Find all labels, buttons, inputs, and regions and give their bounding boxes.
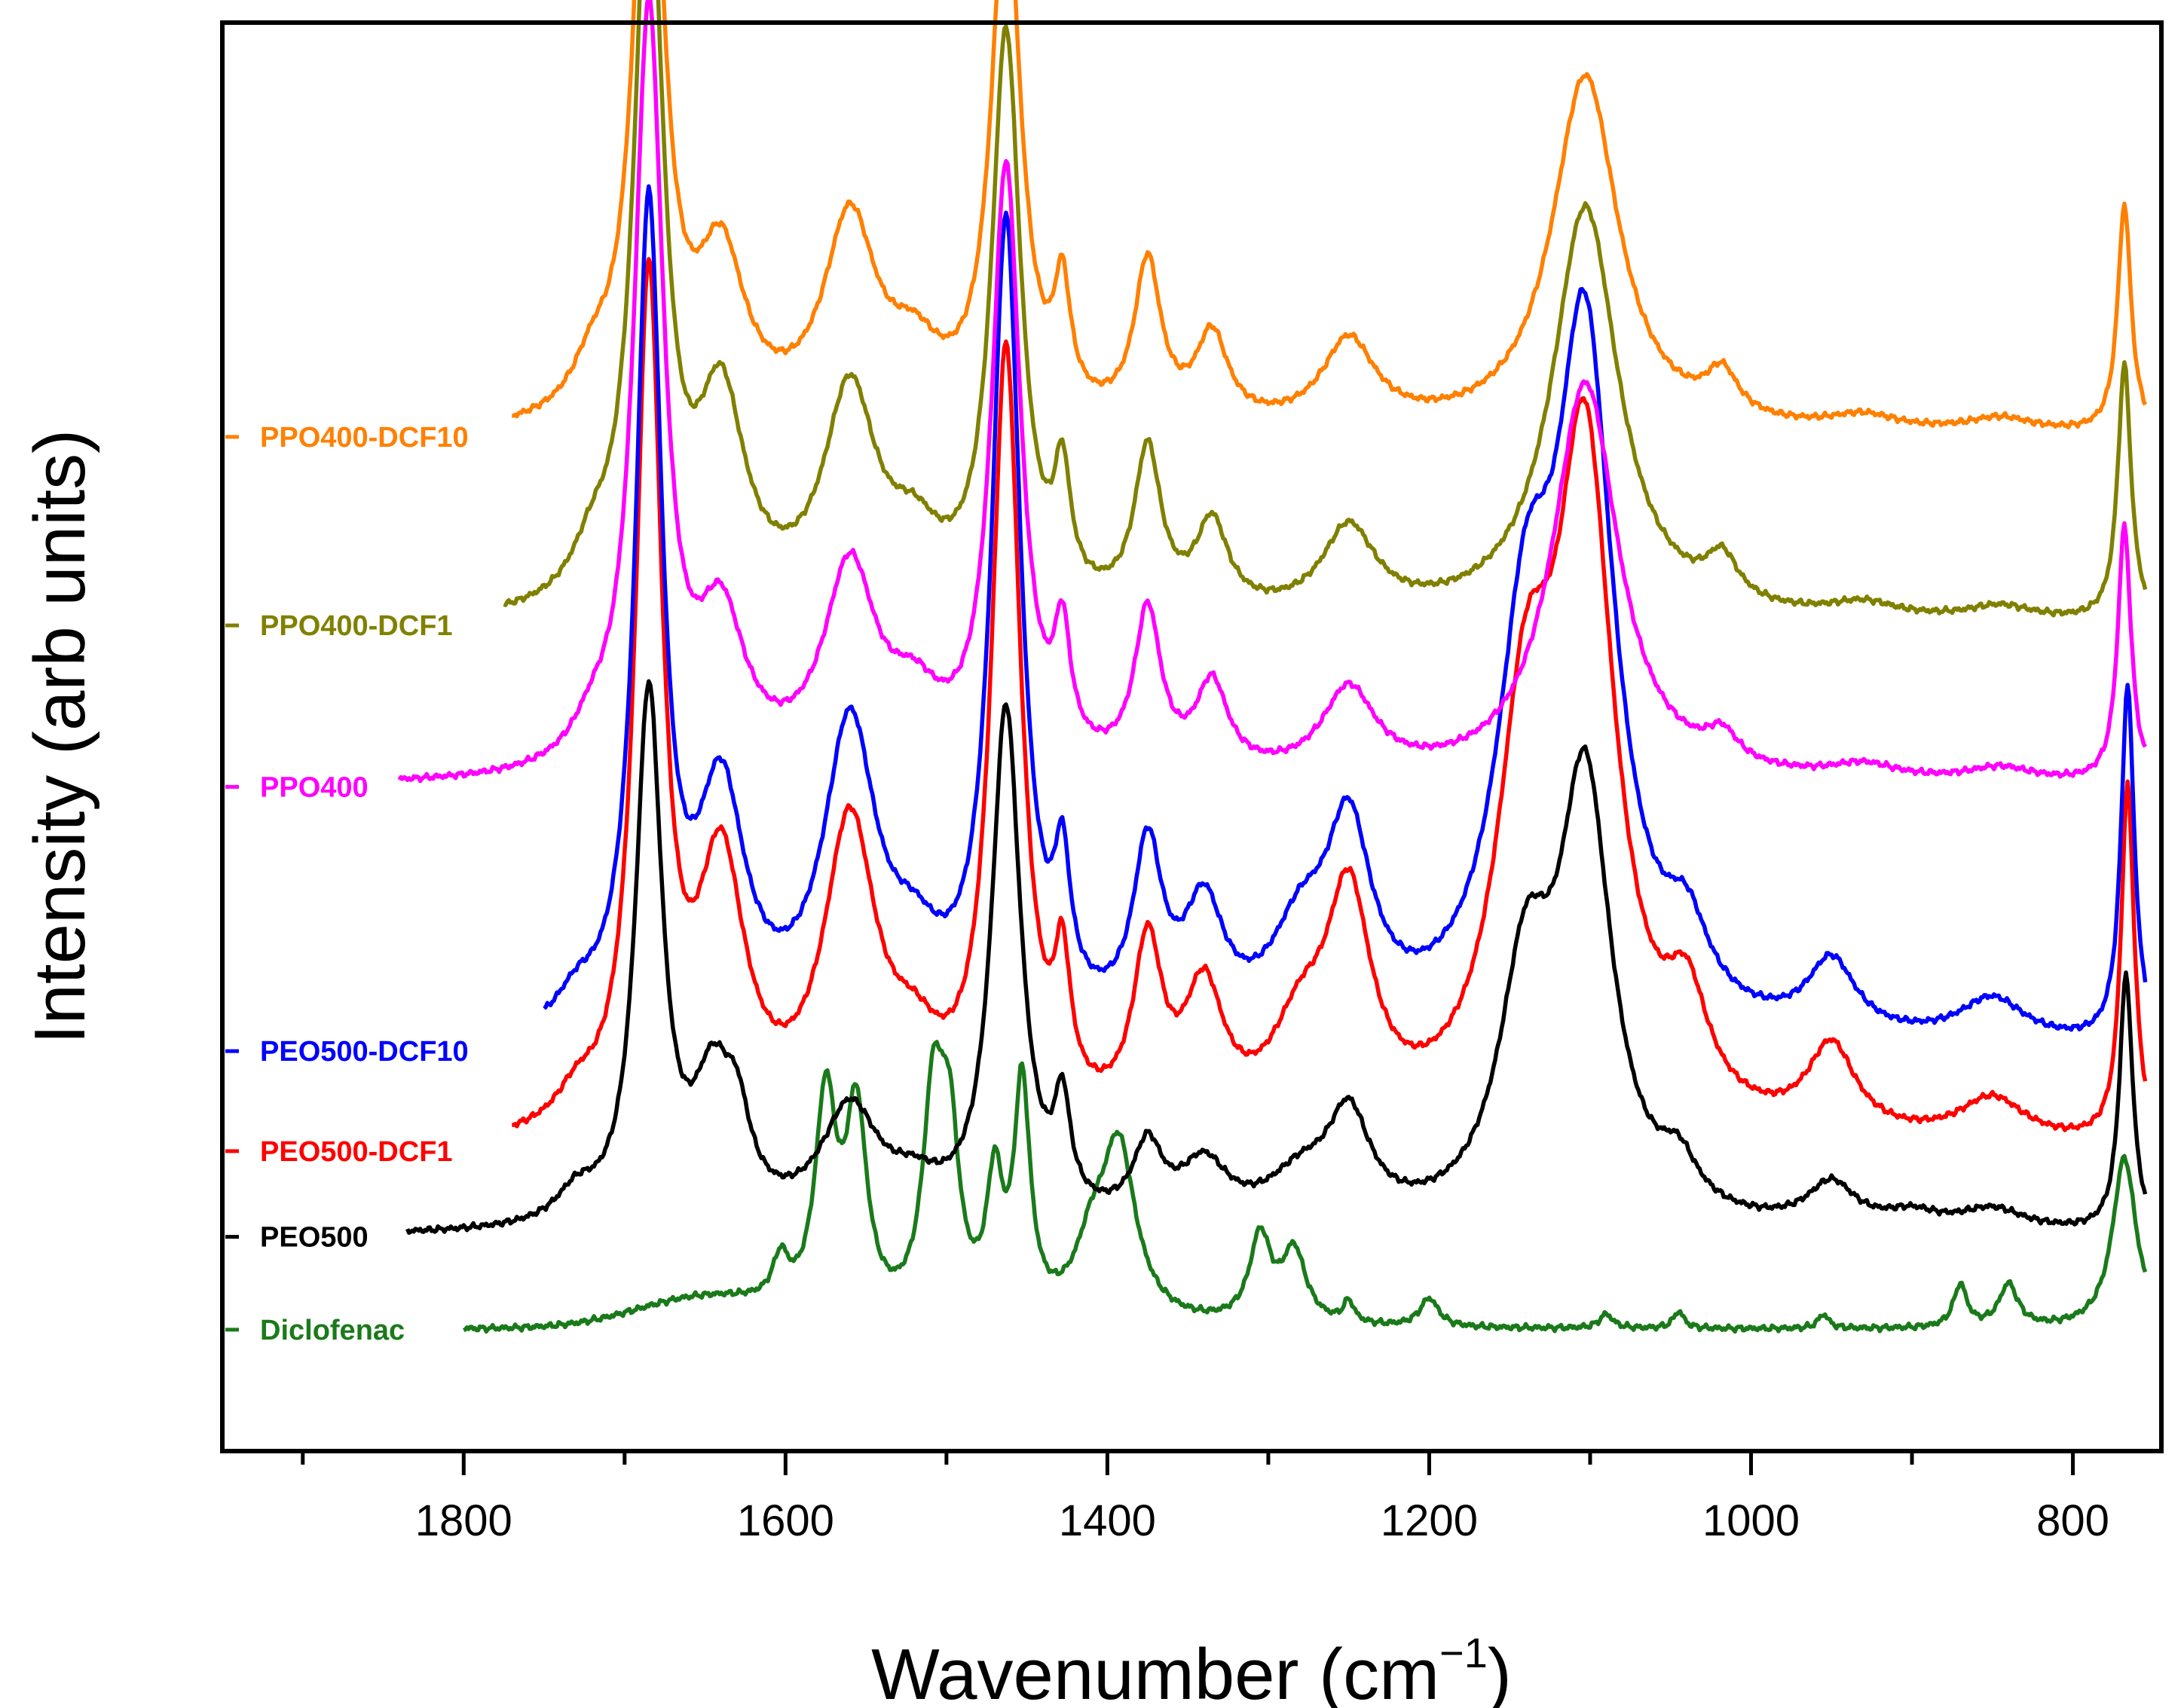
legend-label: Diclofenac <box>260 1315 405 1346</box>
series-line-diclofenac <box>462 1040 2148 1334</box>
series-line-ppo400 <box>397 0 2147 784</box>
legend-layer: Diclofenac PEO500 PEO500-DCF1 PEO500-DCF10 P… <box>225 422 469 1346</box>
series-layer <box>397 0 2148 1334</box>
legend-label: PPO400 <box>260 772 369 803</box>
legend-label: PPO400-DCF10 <box>260 422 469 454</box>
plot-frame <box>220 20 2164 1453</box>
tick-layer: 1800 1600 1400 1200 1000 800 <box>301 1451 2109 1545</box>
series-line-peo500-dcf10 <box>543 184 2148 1032</box>
series-line-ppo400-dcf1 <box>503 0 2148 618</box>
series-line-peo500-dcf1 <box>511 257 2148 1132</box>
x-axis-title: Wavenumber (cm−1) <box>871 1629 1512 1708</box>
legend-label: PEO500 <box>260 1222 369 1254</box>
x-tick-label: 800 <box>2036 1496 2109 1545</box>
series-line-ppo400-dcf10 <box>511 0 2148 429</box>
legend-label: PPO400-DCF1 <box>260 610 453 642</box>
x-tick-label: 1400 <box>1059 1496 1156 1545</box>
x-tick-label: 1000 <box>1702 1496 1800 1545</box>
y-axis-title: Intensity (arb units) <box>20 429 100 1044</box>
series-line-peo500 <box>405 679 2148 1235</box>
legend-label: PEO500-DCF1 <box>260 1136 453 1168</box>
x-tick-label: 1600 <box>737 1496 834 1545</box>
x-tick-label: 1200 <box>1381 1496 1478 1545</box>
x-tick-label: 1800 <box>415 1496 512 1545</box>
legend-label: PEO500-DCF10 <box>260 1036 469 1068</box>
